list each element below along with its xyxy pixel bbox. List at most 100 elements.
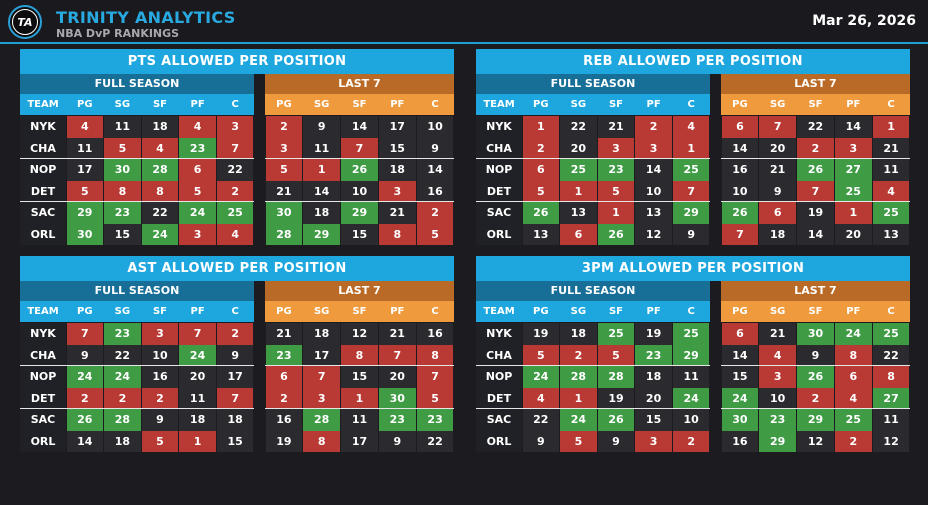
rank-cell: 14 [721, 344, 759, 365]
column-header-pg: PG [77, 306, 93, 317]
report-date: Mar 26, 2026 [812, 13, 916, 29]
team-cell: CHA [20, 137, 66, 158]
column-header-pg: PG [732, 306, 748, 317]
table-row: SAC 26 28 9 18 18 [20, 409, 254, 431]
rank-cell: 25 [597, 323, 635, 345]
rank-cell: 1 [597, 202, 635, 224]
rank-cell: 22 [141, 202, 179, 224]
table-row: SAC 29 23 22 24 25 [20, 202, 254, 224]
rank-cell: 3 [141, 323, 179, 345]
rank-cell: 2 [797, 137, 834, 158]
rank-cell: 26 [721, 202, 759, 224]
rank-cell: 24 [721, 387, 759, 408]
rank-cell: 16 [416, 323, 454, 345]
table-row: ORL 30 15 24 3 4 [20, 223, 254, 245]
rank-cell: 16 [141, 366, 179, 388]
full-season-header: TEAM PG SG SF PF C [20, 94, 254, 115]
column-header-team: TEAM [483, 99, 515, 110]
rank-cell: 4 [141, 137, 179, 158]
rank-cell: 15 [341, 223, 378, 245]
rank-cell: 11 [303, 137, 341, 158]
team-cell: CHA [476, 344, 522, 365]
rank-cell: 18 [378, 159, 416, 181]
column-header-sg: SG [114, 99, 131, 110]
full-season-table: NYK 1 22 21 2 4 CHA 2 20 3 3 1 NOP 6 25 23 14 25 DET 5 1 5 10 7… [476, 116, 710, 245]
column-header-sf: SF [352, 306, 367, 317]
last-7-header: PG SG SF PF C [721, 94, 910, 115]
rank-cell: 24 [834, 323, 872, 345]
rank-cell: 2 [216, 323, 254, 345]
table-row: 15 3 26 6 8 [721, 366, 910, 388]
rank-cell: 4 [216, 223, 254, 245]
table-row: NOP 24 28 28 18 11 [476, 366, 710, 388]
column-header-c: C [431, 306, 439, 317]
rank-cell: 26 [522, 202, 560, 224]
rank-cell: 11 [672, 366, 710, 388]
rank-cell: 4 [522, 387, 560, 408]
rank-cell: 1 [560, 387, 597, 408]
rank-cell: 1 [179, 430, 216, 452]
rank-cell: 11 [341, 409, 378, 431]
rank-cell: 9 [66, 344, 104, 365]
section-last-7: LAST 7 [721, 281, 910, 301]
rank-cell: 6 [721, 323, 759, 345]
rank-cell: 11 [66, 137, 104, 158]
column-header-pf: PF [846, 99, 861, 110]
table-row: DET 2 2 2 11 7 [20, 387, 254, 409]
rank-cell: 12 [797, 430, 834, 452]
panel-title: REB ALLOWED PER POSITION [476, 49, 910, 74]
brand-logo: TA [8, 5, 42, 39]
table-row: NOP 17 30 28 6 22 [20, 159, 254, 181]
column-header-pf: PF [190, 306, 205, 317]
full-season-table: NYK 4 11 18 4 3 CHA 11 5 4 23 7 NOP 17 30 28 6 22 DET 5 8 8 5 2… [20, 116, 254, 245]
table-row: 3 11 7 15 9 [265, 137, 454, 159]
rank-cell: 30 [378, 387, 416, 408]
rank-cell: 7 [759, 116, 797, 138]
rank-cell: 6 [265, 366, 303, 388]
rank-cell: 19 [635, 323, 672, 345]
panel-title: PTS ALLOWED PER POSITION [20, 49, 454, 74]
rank-cell: 7 [721, 223, 759, 245]
rank-cell: 28 [104, 409, 141, 431]
rank-cell: 3 [834, 137, 872, 158]
rank-cell: 19 [597, 387, 635, 408]
rank-cell: 1 [872, 116, 910, 138]
panel-reb: REB ALLOWED PER POSITION FULL SEASON LAST … [476, 49, 910, 247]
rank-cell: 2 [672, 430, 710, 452]
rank-cell: 5 [597, 344, 635, 365]
team-cell: DET [476, 180, 522, 201]
logo-monogram: TA [12, 9, 38, 35]
rank-cell: 7 [416, 366, 454, 388]
full-season-header: TEAM PG SG SF PF C [476, 94, 710, 115]
section-last-7: LAST 7 [265, 74, 454, 94]
rank-cell: 30 [797, 323, 834, 345]
rank-cell: 7 [672, 180, 710, 201]
column-header-sf: SF [152, 306, 167, 317]
column-header-pg: PG [276, 306, 292, 317]
table-row: ORL 9 5 9 3 2 [476, 430, 710, 452]
rank-cell: 19 [522, 323, 560, 345]
rank-cell: 22 [797, 116, 834, 138]
rank-cell: 21 [265, 323, 303, 345]
column-header-pg: PG [533, 99, 549, 110]
column-header-sf: SF [608, 306, 623, 317]
rank-cell: 25 [672, 323, 710, 345]
rank-cell: 8 [378, 223, 416, 245]
table-row: NOP 24 24 16 20 17 [20, 366, 254, 388]
column-header-pg: PG [77, 99, 93, 110]
team-cell: DET [20, 387, 66, 408]
rank-cell: 2 [560, 344, 597, 365]
rank-cell: 9 [378, 430, 416, 452]
rank-cell: 19 [265, 430, 303, 452]
panel-3pm: 3PM ALLOWED PER POSITION FULL SEASON LAST … [476, 256, 910, 454]
rank-cell: 9 [303, 116, 341, 138]
rank-cell: 16 [721, 430, 759, 452]
rank-cell: 8 [141, 180, 179, 201]
rank-cell: 23 [759, 409, 797, 431]
table-row: 10 9 7 25 4 [721, 180, 910, 202]
column-header-team: TEAM [483, 306, 515, 317]
rank-cell: 9 [797, 344, 834, 365]
section-full-season: FULL SEASON [20, 74, 254, 94]
table-row: 30 18 29 21 2 [265, 202, 454, 224]
rank-cell: 5 [179, 180, 216, 201]
